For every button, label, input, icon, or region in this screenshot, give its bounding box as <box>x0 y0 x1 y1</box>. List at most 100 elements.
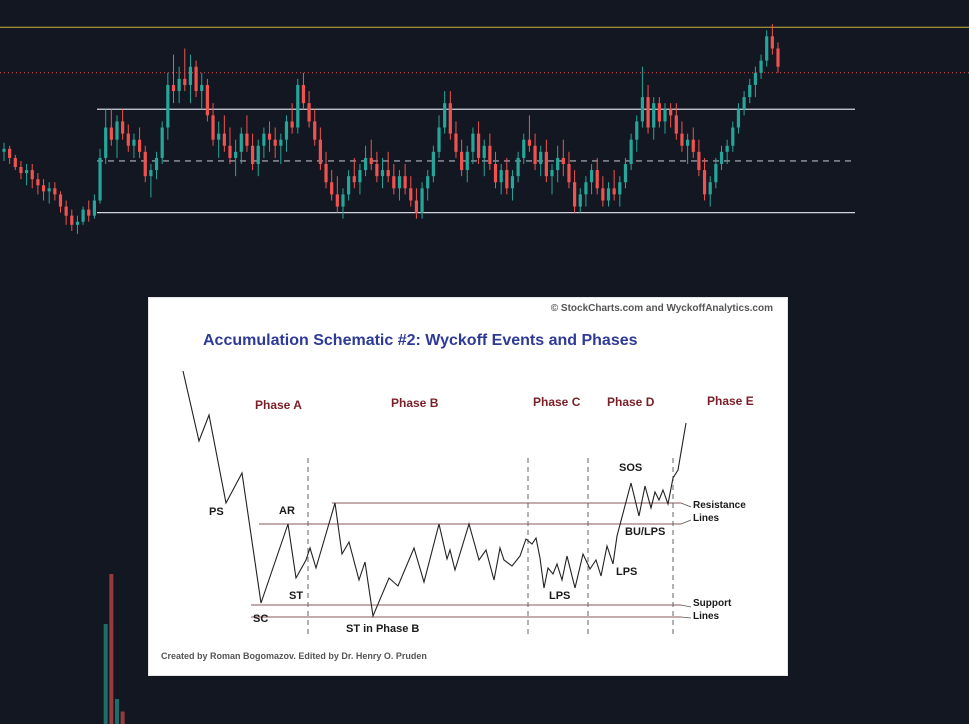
support-lines-label-1: Support <box>693 598 732 609</box>
candle-body <box>143 151 147 177</box>
candle-body <box>81 209 85 222</box>
candle-body <box>262 133 266 146</box>
candle <box>211 103 215 146</box>
candle <box>58 191 63 213</box>
candle-body <box>375 164 379 177</box>
candle <box>318 127 322 171</box>
candle-body <box>657 103 661 122</box>
phase-d-label: Phase D <box>607 395 655 409</box>
candle-body <box>510 176 515 189</box>
candle <box>347 170 351 201</box>
candle <box>324 151 328 189</box>
candle <box>104 109 108 164</box>
candle <box>188 54 193 104</box>
candle-body <box>460 151 464 171</box>
candle-body <box>92 200 96 216</box>
candle <box>448 91 452 140</box>
candle <box>358 164 362 195</box>
candle-body <box>731 127 735 146</box>
candle <box>476 121 481 164</box>
candle-body <box>363 157 368 171</box>
candle-body <box>149 170 153 177</box>
candle-body <box>132 139 136 146</box>
candle <box>618 176 622 207</box>
candle-body <box>70 215 74 225</box>
candle <box>296 78 300 134</box>
candle-body <box>30 170 34 180</box>
candle <box>98 148 102 204</box>
candle <box>279 133 283 164</box>
candle-body <box>53 188 57 195</box>
candle-body <box>765 36 769 61</box>
candle-body <box>426 176 430 189</box>
candle <box>352 157 356 189</box>
candle-body <box>753 72 758 85</box>
candle <box>426 170 430 201</box>
candle-body <box>160 127 164 158</box>
candle <box>36 173 40 195</box>
candle <box>380 157 385 189</box>
candle-body <box>674 115 678 134</box>
candle <box>386 151 390 183</box>
candle <box>217 121 221 158</box>
candle-body <box>759 60 763 73</box>
candle <box>222 115 226 152</box>
volume-bar <box>109 574 114 724</box>
candle <box>420 182 424 219</box>
event-lps-c-label: LPS <box>549 590 571 602</box>
candle-body <box>318 139 322 164</box>
candle-body <box>19 167 23 174</box>
candle <box>414 188 419 219</box>
candle-body <box>47 188 51 192</box>
candle <box>154 151 159 180</box>
candle <box>589 164 594 195</box>
candle-body <box>296 84 300 128</box>
candle-body <box>239 133 243 152</box>
candle <box>443 91 447 134</box>
candle <box>8 145 12 164</box>
candle <box>753 66 758 98</box>
candle <box>533 133 537 171</box>
candle-body <box>358 170 362 183</box>
candle-body <box>121 121 125 134</box>
candle <box>284 115 289 152</box>
candle-body <box>505 170 509 189</box>
event-ps-label: PS <box>209 506 224 518</box>
candle-body <box>702 170 707 195</box>
candle-body <box>217 133 221 140</box>
candle <box>205 78 209 122</box>
candle <box>719 145 724 171</box>
candle-body <box>341 194 345 207</box>
support-lines-label-2: Lines <box>693 611 720 622</box>
candle <box>612 170 616 201</box>
candle-body <box>493 164 498 183</box>
candle-body <box>595 170 599 189</box>
candle-body <box>284 121 289 140</box>
candle-body <box>41 185 46 192</box>
candle <box>30 164 34 189</box>
resistance-pointer-lower <box>680 519 692 525</box>
candle <box>143 145 147 183</box>
candle-body <box>697 151 701 171</box>
candle-body <box>256 145 260 164</box>
candle <box>24 164 29 186</box>
candle-body <box>499 170 503 183</box>
candle-body <box>380 170 385 177</box>
candle-body <box>154 157 159 171</box>
candle-body <box>742 97 746 110</box>
volume-bar <box>103 624 108 724</box>
candle <box>194 60 198 98</box>
candle-body <box>228 145 232 158</box>
volume-series <box>103 574 125 724</box>
phase-c-label: Phase C <box>533 395 581 409</box>
candle-body <box>623 164 628 183</box>
candle <box>363 145 368 177</box>
candle-body <box>443 103 447 128</box>
candle <box>392 164 396 195</box>
candle <box>708 176 712 207</box>
candle-body <box>640 97 645 122</box>
candle <box>482 139 486 177</box>
candle <box>640 66 645 128</box>
candle <box>171 54 176 104</box>
schematic-drawing <box>182 370 692 638</box>
